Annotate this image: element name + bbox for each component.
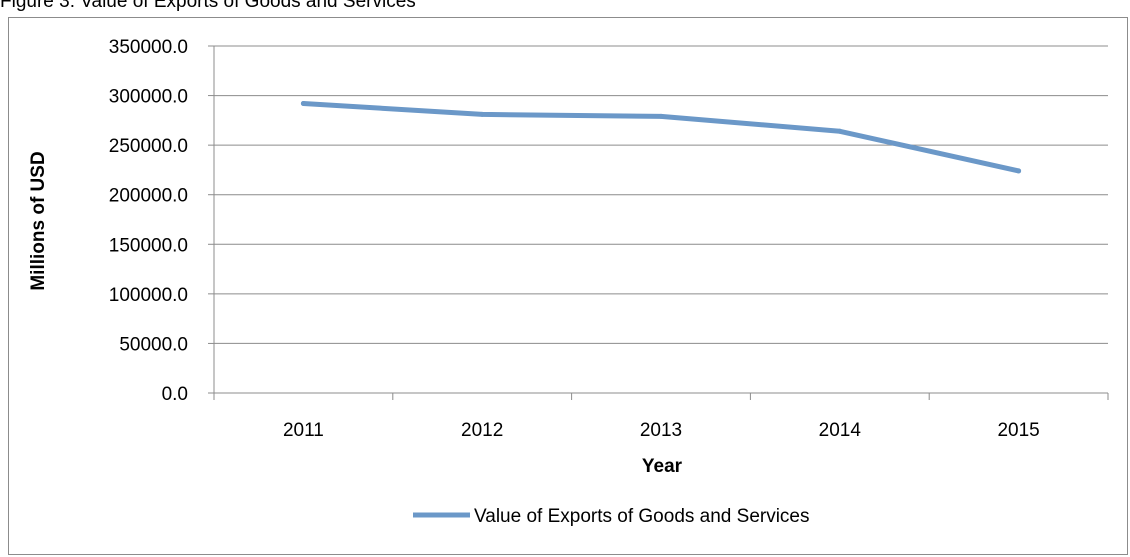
- y-tick-label: 250000.0: [109, 136, 188, 157]
- x-axis: 2011 2012 2013 2014 2015: [213, 46, 1109, 441]
- y-tick-label: 200000.0: [109, 186, 188, 207]
- y-tick-label: 100000.0: [109, 285, 188, 306]
- data-point: [1016, 168, 1022, 174]
- data-point: [837, 128, 843, 134]
- data-point: [658, 113, 664, 119]
- y-tick-label: 300000.0: [109, 87, 188, 108]
- chart-frame: [8, 17, 1128, 555]
- x-tick-label: 2013: [640, 420, 682, 441]
- y-tick-label: 50000.0: [119, 334, 188, 355]
- y-axis-label: Millions of USD: [28, 151, 49, 290]
- x-tick-label: 2011: [283, 420, 324, 441]
- series-group: [300, 101, 1022, 174]
- x-axis-label: Year: [642, 456, 683, 477]
- data-point: [300, 101, 306, 107]
- y-tick-label: 150000.0: [109, 235, 188, 256]
- data-point: [479, 111, 485, 117]
- x-tick-label: 2014: [819, 420, 862, 441]
- y-tick-label: 0.0: [162, 384, 188, 405]
- legend: Value of Exports of Goods and Services: [413, 506, 810, 527]
- y-tick-labels: 0.0 50000.0 100000.0 150000.0 200000.0 250000…: [109, 37, 188, 405]
- legend-entry: Value of Exports of Goods and Services: [474, 506, 810, 527]
- x-tick-label: 2015: [997, 420, 1039, 441]
- figure-caption: Figure 3: Value of Exports of Goods and …: [0, 0, 416, 12]
- y-tick-label: 350000.0: [109, 37, 188, 58]
- series-line: [300, 101, 1022, 174]
- x-tick-label: 2012: [461, 420, 503, 441]
- gridlines: [208, 45, 1108, 394]
